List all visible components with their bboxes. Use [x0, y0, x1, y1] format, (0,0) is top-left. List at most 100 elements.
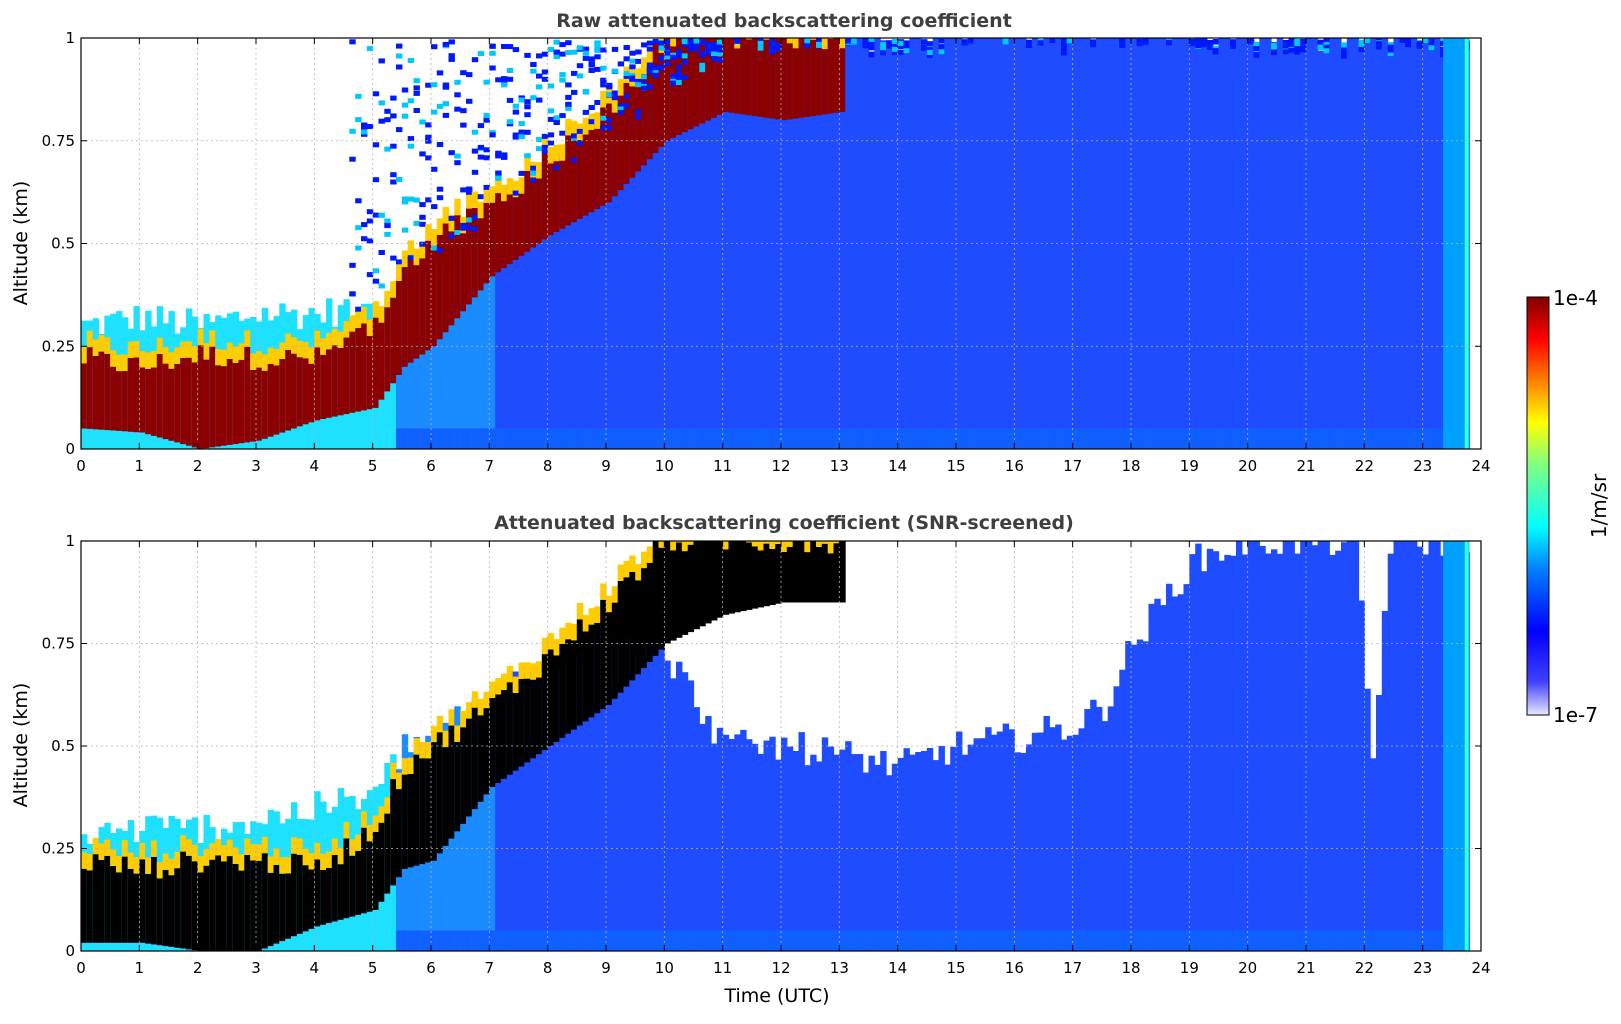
heatmap-cell	[1206, 428, 1214, 449]
heatmap-cell	[1282, 428, 1290, 449]
heatmap-cell	[471, 191, 479, 208]
heatmap-cell	[1370, 38, 1377, 449]
heatmap-cell	[121, 354, 129, 371]
heatmap-cell	[442, 930, 450, 951]
heatmap-cell	[740, 541, 747, 612]
heatmap-cell	[921, 46, 928, 449]
heatmap-cell	[460, 70, 467, 76]
heatmap-cell	[337, 347, 345, 416]
heatmap-cell	[512, 109, 520, 115]
heatmap-cell	[769, 736, 776, 951]
heatmap-cell	[361, 129, 368, 135]
heatmap-cell	[156, 337, 164, 354]
heatmap-cell	[1259, 545, 1266, 951]
heatmap-cell	[1294, 553, 1301, 951]
heatmap-cell	[687, 541, 695, 545]
heatmap-cell	[495, 694, 502, 783]
heatmap-cell	[337, 847, 345, 865]
heatmap-cell	[1317, 44, 1325, 50]
heatmap-cell	[547, 146, 555, 164]
heatmap-cell	[897, 54, 905, 449]
heatmap-cell	[98, 843, 105, 860]
heatmap-cell	[378, 806, 385, 823]
heatmap-cell	[1078, 728, 1085, 951]
heatmap-cell	[86, 330, 94, 348]
heatmap-cell	[705, 930, 712, 951]
heatmap-cell	[1142, 641, 1150, 951]
heatmap-cell	[1026, 744, 1033, 951]
heatmap-cell	[845, 38, 852, 44]
heatmap-cell	[798, 38, 805, 118]
heatmap-cell	[670, 428, 677, 449]
heatmap-cell	[746, 541, 753, 543]
heatmap-cell	[635, 58, 642, 64]
heatmap-cell	[722, 549, 730, 615]
heatmap-cell	[460, 187, 467, 193]
heatmap-cell	[326, 332, 333, 350]
heatmap-cell	[641, 551, 648, 569]
heatmap-cell	[1428, 40, 1435, 46]
heatmap-cell	[1230, 39, 1237, 45]
heatmap-cell	[816, 761, 823, 951]
heatmap-cell	[1376, 45, 1383, 449]
heatmap-cell	[1206, 930, 1214, 951]
heatmap-cell	[559, 627, 566, 644]
heatmap-cell	[582, 89, 590, 95]
heatmap-cell	[576, 73, 584, 79]
heatmap-cell	[1224, 428, 1231, 449]
heatmap-cell	[81, 852, 88, 869]
heatmap-cell	[483, 113, 490, 118]
heatmap-cell	[407, 256, 415, 363]
heatmap-cell	[798, 930, 805, 951]
x-tick-label: 6	[426, 959, 436, 977]
heatmap-cell	[676, 930, 683, 951]
heatmap-cell	[1230, 428, 1237, 449]
heatmap-cell	[646, 46, 654, 52]
heatmap-cell	[489, 50, 496, 56]
heatmap-cell	[413, 248, 420, 266]
heatmap-cell	[1090, 428, 1097, 449]
heatmap-cell	[343, 822, 350, 839]
heatmap-cell	[1160, 428, 1167, 449]
heatmap-cell	[839, 930, 846, 951]
heatmap-cell	[1061, 52, 1068, 449]
heatmap-cell	[506, 930, 514, 951]
heatmap-cell	[191, 362, 199, 448]
heatmap-cell	[448, 39, 455, 45]
heatmap-cell	[1049, 428, 1056, 449]
heatmap-cell	[238, 854, 245, 871]
heatmap-cell	[565, 156, 572, 450]
heatmap-cell	[600, 583, 607, 600]
heatmap-cell	[506, 194, 514, 265]
heatmap-cell	[495, 930, 502, 951]
heatmap-cell	[926, 52, 934, 58]
heatmap-cell	[419, 741, 426, 759]
heatmap-cell	[728, 739, 735, 951]
heatmap-cell	[501, 44, 508, 49]
heatmap-cell	[1387, 53, 1395, 449]
heatmap-cell	[483, 930, 490, 951]
heatmap-cell	[687, 41, 695, 47]
heatmap-cell	[582, 631, 590, 722]
heatmap-cell	[1341, 51, 1348, 57]
heatmap-cell	[1218, 930, 1225, 951]
heatmap-cell	[769, 49, 776, 55]
heatmap-cell	[425, 758, 432, 863]
heatmap-cell	[973, 428, 980, 449]
heatmap-cell	[419, 119, 426, 125]
heatmap-cell	[495, 170, 502, 176]
heatmap-cell	[197, 328, 205, 346]
heatmap-cell	[1282, 930, 1290, 951]
heatmap-cell	[355, 245, 362, 251]
heatmap-cell	[466, 189, 473, 195]
heatmap-cell	[1265, 553, 1272, 951]
heatmap-cell	[588, 56, 595, 62]
heatmap-cell	[378, 58, 385, 64]
heatmap-cell	[518, 170, 525, 176]
heatmap-cell	[571, 656, 578, 951]
colorbar-max-label: 1e-4	[1553, 286, 1598, 310]
heatmap-cell	[1411, 428, 1418, 449]
heatmap-cell	[425, 428, 432, 449]
heatmap-cell	[191, 861, 199, 951]
